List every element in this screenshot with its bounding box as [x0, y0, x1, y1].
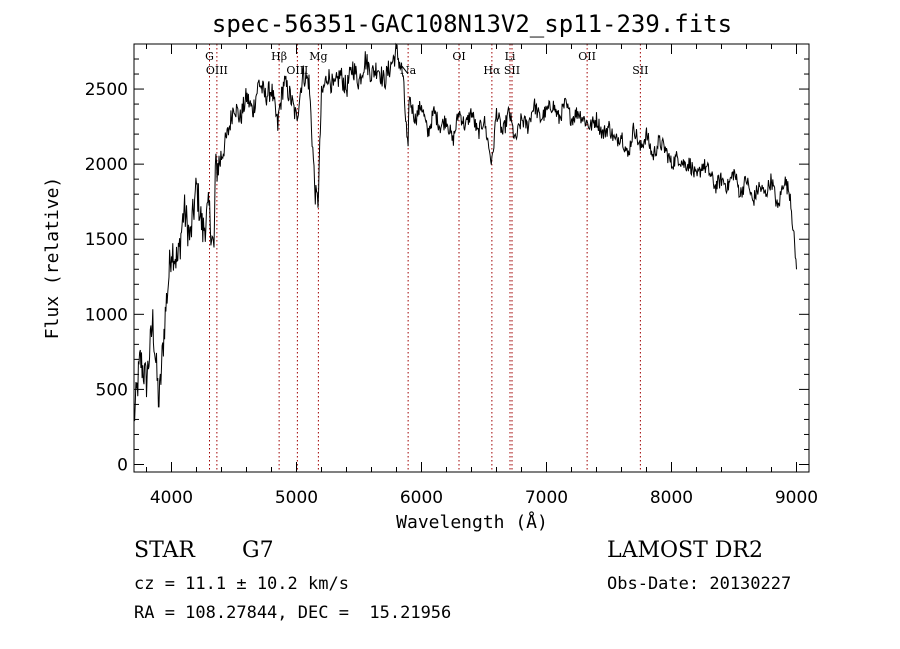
- redshift-cz: cz = 11.1 ± 10.2 km/s: [134, 574, 349, 594]
- y-tick-label: 1500: [85, 230, 128, 250]
- spectrum-line: [133, 42, 797, 422]
- chart-title: spec-56351-GAC108N13V2_sp11-239.fits: [212, 10, 732, 38]
- reference-line-label: Mg: [309, 50, 327, 63]
- reference-line-label: SII: [632, 64, 648, 77]
- reference-line-label: Na: [400, 64, 417, 77]
- y-tick-label: 2000: [85, 155, 128, 175]
- y-tick-label: 0: [117, 455, 128, 475]
- obs-date: Obs-Date: 20130227: [607, 574, 792, 594]
- y-axis-label: Flux (relative): [42, 177, 63, 340]
- x-tick-label: 8000: [650, 488, 693, 508]
- x-tick-label: 5000: [275, 488, 318, 508]
- x-tick-label: 7000: [525, 488, 568, 508]
- y-tick-label: 500: [96, 380, 128, 400]
- reference-line-label: OIII: [286, 64, 308, 77]
- y-tick-label: 2500: [85, 80, 128, 100]
- x-tick-label: 9000: [775, 488, 818, 508]
- object-subclass: G7: [242, 538, 274, 563]
- x-axis-label: Wavelength (Å): [396, 511, 548, 533]
- reference-line-label: Hβ: [271, 50, 287, 63]
- reference-line-label: SII: [504, 64, 520, 77]
- axes: 4000 5000 6000 7000 8000 9000 0 500 1000 1500 2000…: [85, 44, 818, 508]
- object-class: STAR: [134, 538, 195, 563]
- reference-line-label: OIII: [206, 64, 228, 77]
- x-tick-label: 4000: [150, 488, 193, 508]
- spectrum-series: [133, 42, 797, 422]
- y-tick-label: 1000: [85, 305, 128, 325]
- reference-line-label: G: [205, 50, 214, 63]
- plot-frame: [133, 43, 810, 473]
- ra-dec: RA = 108.27844, DEC = 15.21956: [134, 603, 452, 623]
- x-tick-label: 6000: [400, 488, 443, 508]
- survey-name: LAMOST DR2: [607, 538, 763, 563]
- reference-line-label: Li: [505, 50, 516, 63]
- reference-line-label: OI: [452, 50, 465, 63]
- reference-line-label: Hα: [483, 64, 501, 77]
- reference-line-label: OII: [578, 50, 596, 63]
